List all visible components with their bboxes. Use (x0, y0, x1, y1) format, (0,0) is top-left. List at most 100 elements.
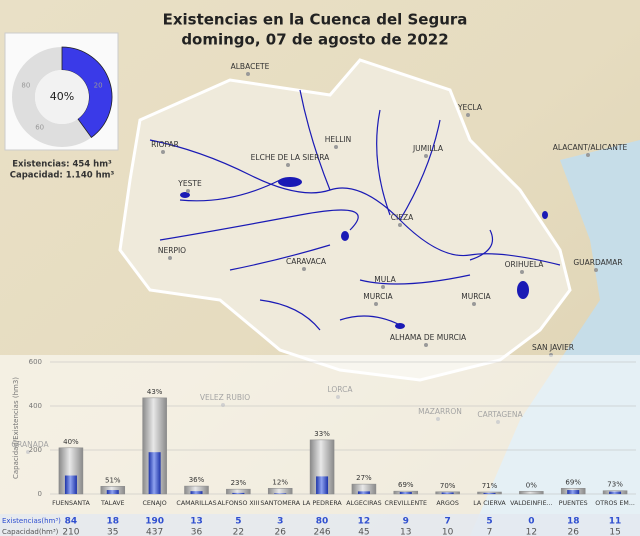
town-dot (186, 189, 190, 193)
gauge-center (35, 70, 89, 124)
x-tick-label: OTROS EM... (595, 500, 635, 507)
capacidad-cell: 22 (233, 528, 244, 536)
existencias-bar (64, 475, 77, 494)
capacidad-cell: 7 (487, 528, 493, 536)
existencias-bar (609, 491, 622, 494)
title: Existencias en la Cuenca del Segura (163, 11, 468, 29)
percent-label: 70% (440, 482, 456, 490)
capacity-bar (519, 491, 544, 495)
subtitle: domingo, 07 de agosto de 2022 (181, 31, 448, 49)
percent-label: 23% (231, 479, 247, 487)
existencias-cell: 11 (609, 517, 622, 527)
capacidad-cell: 10 (442, 528, 454, 536)
gauge-tick: 80 (21, 81, 30, 89)
existencias-total: Existencias: 454 hm³ (12, 160, 112, 170)
map-label: YECLA (457, 103, 483, 112)
map-label: MULA (374, 275, 396, 284)
map-label: JUMILLA (412, 144, 444, 153)
town-dot (168, 256, 172, 260)
existencias-cell: 84 (65, 517, 78, 527)
existencias-cell: 3 (277, 517, 283, 527)
capacity-bar (267, 488, 293, 495)
existencias-cell: 5 (235, 517, 241, 527)
percent-label: 33% (314, 430, 330, 438)
gauge-tick: 20 (94, 81, 103, 89)
town-dot (161, 150, 165, 154)
existencias-cell: 13 (190, 517, 203, 527)
capacidad-cell: 26 (274, 528, 286, 536)
percent-label: 43% (147, 388, 163, 396)
x-tick-label: VALDEINFIE... (510, 500, 553, 507)
existencias-bar (106, 490, 119, 494)
y-tick-label: 200 (29, 446, 42, 454)
capacidad-cell: 35 (107, 528, 118, 536)
gauge: 40% 20 60 80 (12, 46, 113, 147)
town-dot (520, 270, 524, 274)
map-label: CARAVACA (286, 257, 327, 266)
x-tick-label: CENAJO (143, 500, 167, 507)
town-dot (246, 72, 250, 76)
x-tick-label: CREVILLENTE (385, 500, 427, 507)
percent-label: 73% (607, 481, 623, 489)
percent-label: 12% (272, 478, 288, 486)
town-dot (398, 223, 402, 227)
percent-label: 69% (565, 478, 581, 486)
percent-label: 0% (526, 481, 537, 489)
map-label: NERPIO (158, 246, 186, 255)
existencias-cell: 7 (445, 517, 451, 527)
town-dot (334, 145, 338, 149)
table-panel (0, 514, 640, 536)
reservoirs (180, 177, 548, 329)
existencias-cell: 5 (486, 517, 492, 527)
y-tick-label: 400 (29, 402, 42, 410)
existencias-bar (483, 492, 496, 494)
town-dot (424, 154, 428, 158)
map-label: RIOPAR (151, 140, 179, 149)
capacidad-cell: 26 (567, 528, 579, 536)
capacidad-cell: 246 (313, 528, 330, 536)
town-dot (381, 285, 385, 289)
town-dot (586, 153, 590, 157)
existencias-bar (567, 490, 580, 494)
town-dot (466, 113, 470, 117)
x-tick-label: LA CIERVA (473, 500, 506, 507)
x-tick-label: LA PEDRERA (302, 500, 342, 507)
existencias-bar (274, 493, 287, 494)
existencias-cell: 12 (358, 517, 371, 527)
town-dot (594, 268, 598, 272)
capacidad-cell: 13 (400, 528, 411, 536)
town-dot (424, 343, 428, 347)
existencias-cell: 0 (528, 517, 534, 527)
existencias-bar (441, 492, 454, 494)
capacidad-total: Capacidad: 1.140 hm³ (10, 171, 115, 181)
basin (118, 58, 572, 382)
x-tick-label: ALGECIRAS (346, 500, 381, 507)
y-tick-label: 0 (38, 490, 42, 498)
x-tick-label: FUENSANTA (52, 500, 90, 507)
existencias-bar (190, 491, 203, 494)
existencias-bar (357, 491, 370, 494)
map-label: ALHAMA DE MURCIA (390, 333, 467, 342)
map-label: SAN JAVIER (532, 343, 574, 352)
map-label: ORIHUELA (505, 260, 545, 269)
x-tick-label: CAMARILLAS (176, 500, 216, 507)
town-dot (374, 302, 378, 306)
x-tick-label: ARGOS (436, 500, 459, 507)
map-label: ALBACETE (231, 62, 270, 71)
capacidad-cell: 15 (609, 528, 620, 536)
capacidad-cell: 12 (526, 528, 537, 536)
existencias-bar (148, 452, 161, 494)
capacidad-cell: 437 (146, 528, 163, 536)
x-tick-label: ALFONSO XIII (217, 500, 259, 507)
map-label: ALACANT/ALICANTE (553, 143, 628, 152)
capacidad-cell: 36 (191, 528, 203, 536)
map-label: GUARDAMAR (573, 258, 622, 267)
map-label: MURCIA (363, 292, 393, 301)
existencias-cell: 18 (107, 517, 120, 527)
existencias-cell: 18 (567, 517, 580, 527)
percent-label: 36% (189, 476, 205, 484)
town-dot (472, 302, 476, 306)
legend-capacidad: Capacidad(hm³) (2, 528, 59, 536)
capacidad-cell: 210 (62, 528, 79, 536)
